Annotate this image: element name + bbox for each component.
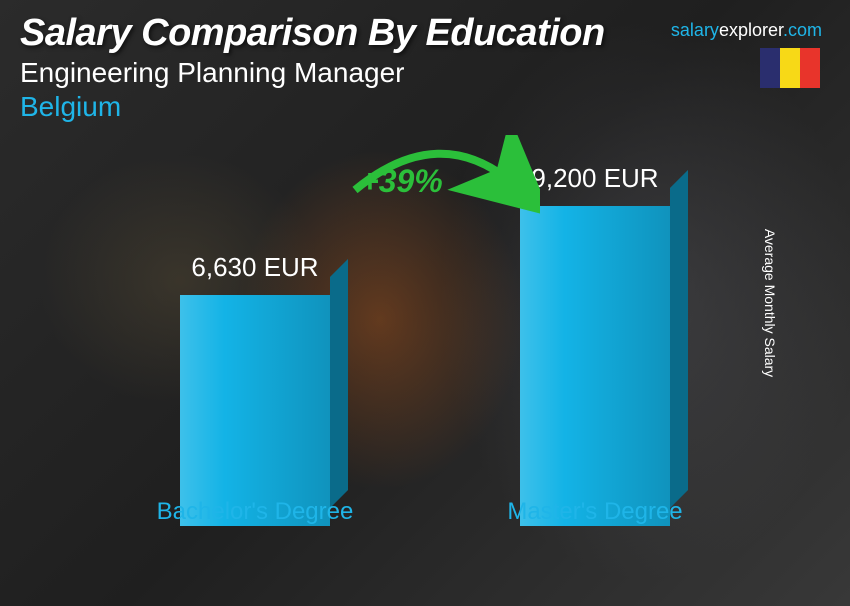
- flag-stripe-1: [760, 48, 780, 88]
- bar-3d-side: [330, 259, 348, 508]
- country-name: Belgium: [20, 91, 830, 123]
- bar-bachelors: 6,630 EUR Bachelor's Degree: [170, 252, 340, 526]
- bar-3d-front: [180, 295, 330, 526]
- bar-category-label: Bachelor's Degree: [150, 498, 360, 526]
- job-title: Engineering Planning Manager: [20, 57, 830, 89]
- bar-3d: [520, 206, 670, 526]
- flag-stripe-3: [800, 48, 820, 88]
- percent-change-label: +39%: [360, 163, 443, 200]
- brand-tld: .com: [783, 20, 822, 40]
- bar-chart: 6,630 EUR Bachelor's Degree 9,200 EUR Ma…: [130, 160, 720, 566]
- brand-part1: salary: [671, 20, 719, 40]
- flag-stripe-2: [780, 48, 800, 88]
- flag-icon: [760, 48, 820, 88]
- brand-logo-text: salaryexplorer.com: [671, 20, 822, 41]
- percent-change-annotation: +39%: [340, 135, 540, 215]
- bar-3d-side: [670, 170, 688, 508]
- bar-3d-front: [520, 206, 670, 526]
- bar-masters: 9,200 EUR Master's Degree: [510, 163, 680, 526]
- bar-3d: [180, 295, 330, 526]
- bar-value-label: 6,630 EUR: [170, 252, 340, 283]
- y-axis-label: Average Monthly Salary: [762, 229, 778, 377]
- brand-part2: explorer: [719, 20, 783, 40]
- bar-category-label: Master's Degree: [500, 498, 690, 526]
